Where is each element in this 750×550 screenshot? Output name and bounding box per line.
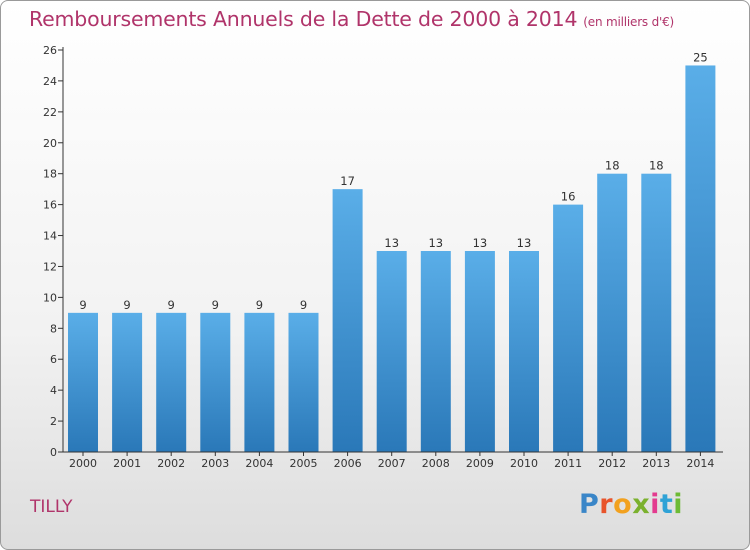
logo-letter: P [579, 489, 600, 520]
value-label: 9 [256, 298, 263, 312]
bar-2006 [332, 189, 363, 452]
value-label: 18 [605, 159, 620, 173]
bar-2003 [200, 312, 231, 452]
value-label: 9 [123, 298, 130, 312]
x-tick-label: 2006 [334, 457, 362, 470]
value-label: 9 [300, 298, 307, 312]
y-tick-label: 14 [43, 230, 57, 243]
x-tick-label: 2001 [113, 457, 141, 470]
unit-note: (en milliers d'€) [583, 15, 675, 29]
value-label: 9 [168, 298, 175, 312]
x-tick-label: 2014 [686, 457, 714, 470]
bar-2004 [244, 312, 275, 452]
value-label: 25 [693, 50, 708, 64]
logo-letter: t [659, 489, 674, 520]
bar-2007 [376, 251, 407, 452]
value-label: 9 [212, 298, 219, 312]
title-text: Remboursements Annuels de la Dette de 20… [29, 7, 578, 31]
bars: 9 9 9 9 9 9 17 13 13 13 13 16 18 18 25 [68, 50, 716, 452]
y-tick-label: 0 [50, 446, 57, 459]
x-tick-label: 2008 [422, 457, 450, 470]
x-tick-label: 2000 [69, 457, 97, 470]
bar-2005 [288, 312, 319, 452]
bar-2002 [156, 312, 187, 452]
bar-2000 [68, 312, 98, 452]
bar-2011 [553, 204, 584, 452]
chart-title: Remboursements Annuels de la Dette de 20… [29, 7, 674, 31]
y-tick-label: 16 [43, 199, 57, 212]
logo-letter: i [650, 489, 660, 520]
bar-2013 [641, 173, 672, 452]
y-tick-label: 22 [43, 106, 57, 119]
value-label: 13 [517, 236, 532, 250]
x-tick-label: 2004 [245, 457, 273, 470]
y-tick-label: 2 [50, 415, 57, 428]
value-label: 9 [79, 298, 86, 312]
x-tick-label: 2009 [466, 457, 494, 470]
y-tick-label: 10 [43, 291, 57, 304]
commune-name: TILLY [30, 497, 73, 517]
bar-2010 [509, 251, 539, 452]
x-axis: 2000 2001 2002 2003 2004 2005 2006 2007 2008 2009… [63, 451, 723, 470]
x-tick-label: 2002 [157, 457, 185, 470]
y-tick-label: 8 [50, 322, 57, 335]
bar-2012 [597, 173, 628, 452]
bar-2009 [464, 251, 495, 452]
bar-2014 [685, 65, 716, 452]
bar-2008 [420, 251, 451, 452]
y-tick-label: 24 [43, 75, 57, 88]
value-label: 13 [473, 236, 488, 250]
proxiti-logo: Proxiti [579, 489, 683, 520]
x-tick-label: 2011 [554, 457, 582, 470]
value-label: 18 [649, 159, 664, 173]
logo-letter: r [599, 489, 614, 520]
bar-2001 [112, 312, 143, 452]
x-tick-label: 2013 [642, 457, 670, 470]
y-tick-label: 12 [43, 260, 57, 273]
x-tick-label: 2003 [201, 457, 229, 470]
x-tick-label: 2007 [378, 457, 406, 470]
y-tick-label: 6 [50, 353, 57, 366]
x-tick-label: 2012 [598, 457, 626, 470]
value-label: 13 [428, 236, 443, 250]
y-tick-label: 4 [50, 384, 57, 397]
y-tick-label: 18 [43, 168, 57, 181]
logo-letter: x [632, 489, 651, 520]
x-tick-label: 2010 [510, 457, 538, 470]
logo-letter: o [613, 489, 633, 520]
y-tick-label: 20 [43, 137, 57, 150]
y-tick-label: 26 [43, 44, 57, 57]
value-label: 16 [561, 190, 576, 204]
value-label: 17 [340, 174, 355, 188]
x-tick-label: 2005 [290, 457, 318, 470]
value-label: 13 [384, 236, 399, 250]
logo-letter: i [673, 489, 684, 520]
